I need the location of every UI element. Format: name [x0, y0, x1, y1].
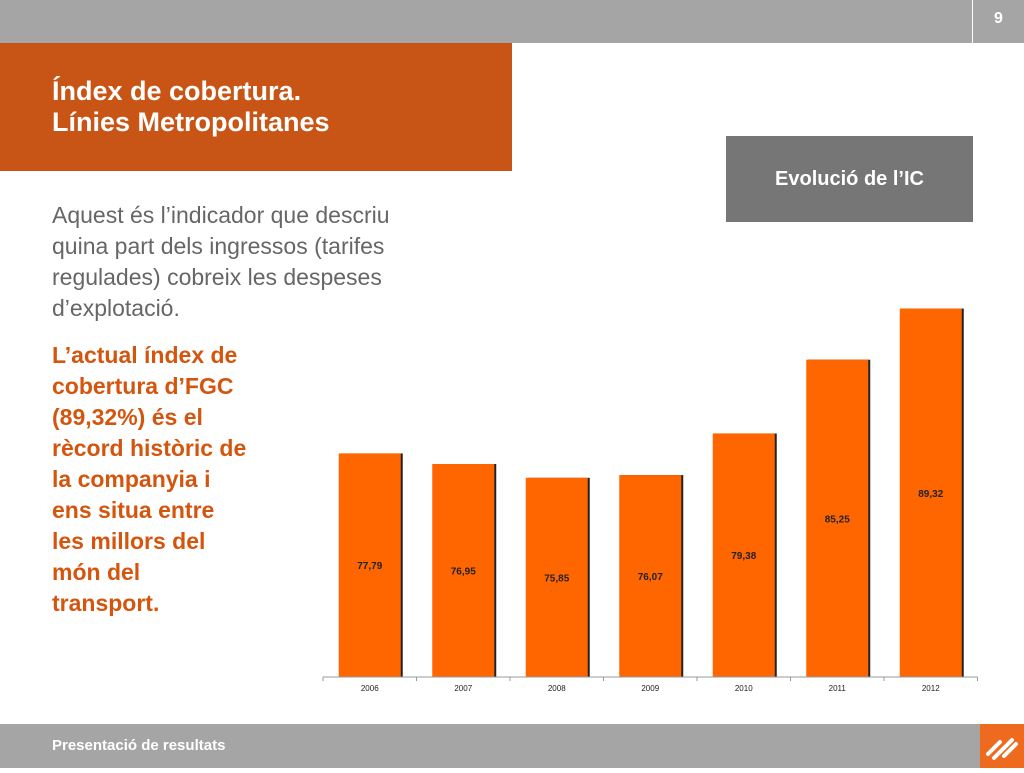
bar	[899, 308, 962, 677]
description-text: Aquest és l’indicador que descriu quina …	[52, 200, 452, 324]
bar	[619, 475, 682, 677]
bar	[712, 433, 775, 677]
footer-bar: Presentació de resultats	[0, 724, 1024, 768]
x-tick-label: 2009	[641, 684, 659, 693]
highlight-line: món del	[52, 559, 141, 585]
description-line: Aquest és l’indicador que descriu	[52, 202, 390, 228]
page-number-box: 9	[972, 0, 1024, 43]
highlight-line: (89,32%) és el	[52, 404, 203, 430]
description-line: regulades) cobreix les despeses	[52, 264, 382, 290]
bar-value-label: 76,07	[638, 572, 663, 583]
bar-value-label: 89,32	[918, 489, 943, 500]
page-title-line-1: Índex de cobertura.	[52, 76, 302, 106]
highlight-line: L’actual índex de	[52, 342, 238, 368]
bar	[525, 477, 588, 677]
x-tick-label: 2006	[361, 684, 379, 693]
bar	[432, 463, 495, 677]
highlight-line: les millors del	[52, 528, 206, 554]
bar	[806, 359, 869, 677]
top-bar: 9	[0, 0, 1024, 43]
highlight-line: cobertura d’FGC	[52, 373, 234, 399]
page-title-line-2: Línies Metropolitanes	[52, 107, 330, 137]
highlight-text: L’actual índex de cobertura d’FGC (89,32…	[52, 340, 292, 619]
x-tick-label: 2010	[735, 684, 753, 693]
description-line: d’explotació.	[52, 295, 180, 321]
page-number: 9	[994, 10, 1003, 27]
x-tick-label: 2008	[548, 684, 566, 693]
bar-value-label: 79,38	[731, 551, 756, 562]
bar-value-label: 85,25	[825, 514, 850, 525]
highlight-line: transport.	[52, 590, 160, 616]
bar-value-label: 75,85	[544, 573, 569, 584]
x-tick-label: 2012	[922, 684, 940, 693]
highlight-line: rècord històric de	[52, 435, 247, 461]
highlight-line: la companyia i	[52, 466, 211, 492]
fgc-logo-icon	[980, 724, 1024, 768]
bar-value-label: 76,95	[451, 566, 476, 577]
bar	[338, 453, 401, 677]
footer-label: Presentació de resultats	[52, 737, 226, 754]
bar-value-label: 77,79	[357, 561, 382, 572]
description-line: quina part dels ingressos (tarifes	[52, 233, 385, 259]
title-block: Índex de cobertura. Línies Metropolitane…	[0, 43, 512, 171]
x-tick-label: 2011	[829, 684, 847, 693]
x-tick-label: 2007	[454, 684, 472, 693]
chart-section-badge: Evolució de l’IC	[726, 136, 973, 222]
highlight-line: ens situa entre	[52, 497, 215, 523]
